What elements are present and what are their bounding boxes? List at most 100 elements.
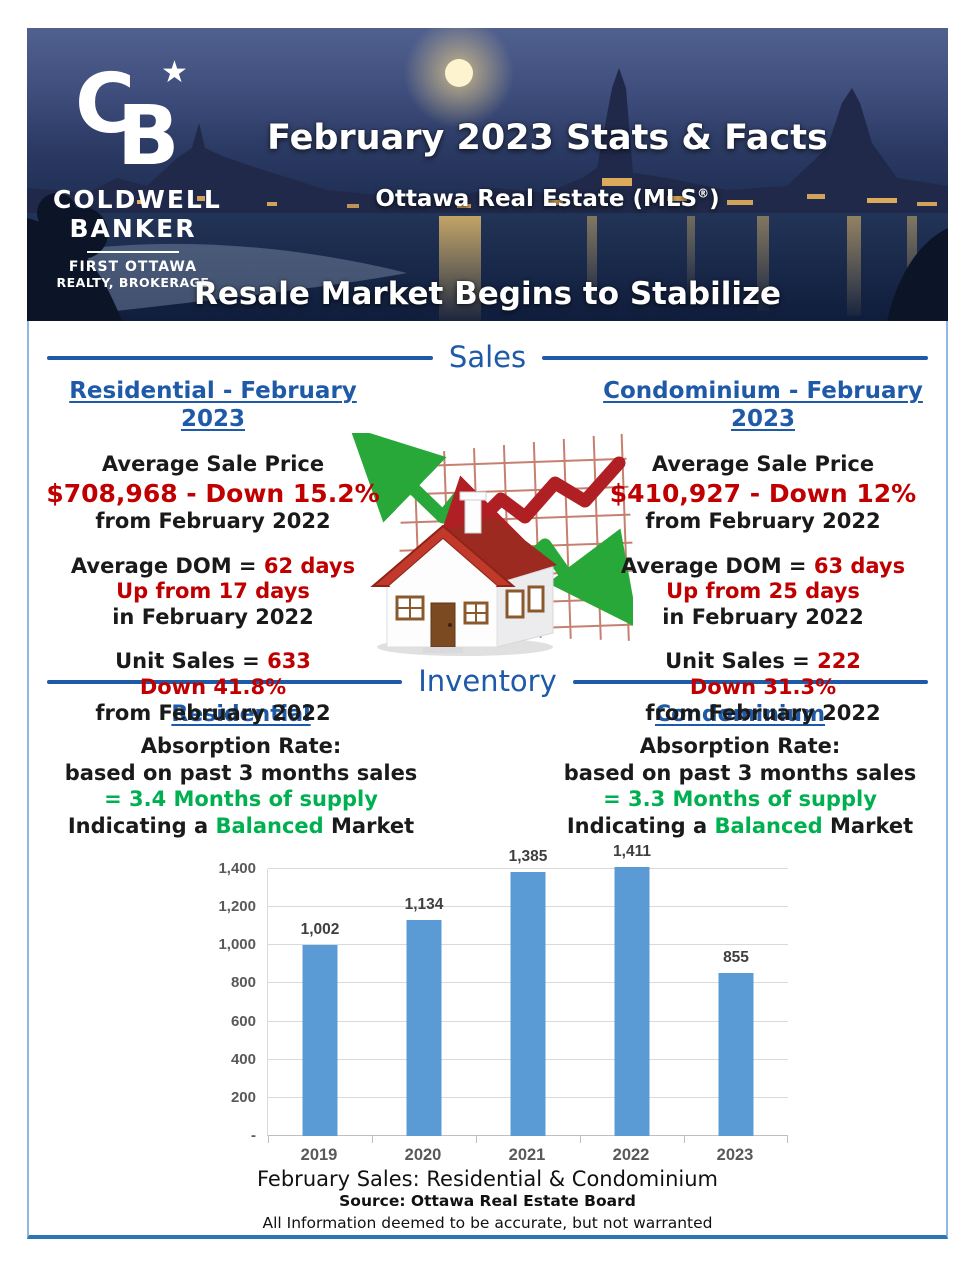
y-axis-tick-label: 1,200 (218, 898, 256, 916)
registered-mark: ® (697, 186, 710, 201)
condominium-price-block: Average Sale Price $410,927 - Down 12% f… (584, 452, 942, 534)
y-axis-tick-label: 800 (230, 974, 256, 992)
sales-columns: Residential - February 2023 Average Sale… (29, 371, 946, 726)
sales-section-divider: Sales (29, 343, 946, 372)
coldwell-banker-logo: C B ★ COLDWELL BANKER FIRST OTTAWA REALT… (53, 58, 220, 290)
sales-section-label: Sales (448, 340, 527, 374)
ottawa-night-skyline-image (27, 28, 948, 321)
house-graphic (370, 491, 557, 656)
x-axis-label: 2021 (508, 1146, 546, 1164)
chart-source: Source: Ottawa Real Estate Board (339, 1192, 636, 1210)
y-axis-tick-label: - (251, 1127, 256, 1144)
dom-change: Up from 25 days (666, 579, 860, 604)
dom-sub: in February 2022 (662, 604, 864, 629)
residential-dom-block: Average DOM = 62 days Up from 17 days in… (37, 554, 389, 631)
units-sub: from February 2022 (95, 700, 331, 725)
bar-column-2023: 855 (684, 869, 788, 1143)
bar-value-label: 1,002 (300, 920, 340, 938)
chart-caption: February Sales: Residential & Condominiu… (29, 1167, 946, 1232)
divider-rule-left (47, 679, 403, 684)
bar-value-label: 1,385 (508, 847, 548, 865)
bar-column-2022: 1,411 (580, 843, 684, 1143)
star-icon: ★ (161, 55, 188, 90)
bar-column-2021: 1,385 (476, 848, 580, 1143)
x-axis-label: 2022 (612, 1146, 650, 1164)
units-sub: from February 2022 (645, 700, 881, 725)
page-title: February 2023 Stats & Facts (267, 118, 828, 158)
price-label: Average Sale Price (651, 452, 875, 477)
price-label: Average Sale Price (101, 452, 325, 477)
chart-title: February Sales: Residential & Condominiu… (257, 1167, 718, 1191)
dom-line: Average DOM = 62 days (70, 553, 356, 578)
page-subtitle: Ottawa Real Estate (MLS®) (375, 186, 720, 212)
absorption-rate-basis: based on past 3 months sales (563, 760, 917, 785)
bar-value-label: 855 (723, 948, 749, 966)
market-indication: Indicating a Balanced Market (566, 813, 914, 838)
bar-2022 (614, 866, 650, 1136)
condominium-inventory-heading: Condominium (654, 702, 826, 727)
residential-sales-heading: Residential - February 2023 (69, 378, 357, 433)
logo-letter-c: C (75, 57, 136, 152)
y-axis-tick-label: 200 (230, 1088, 256, 1106)
condominium-sales-heading: Condominium - February 2023 (603, 378, 923, 433)
dom-change: Up from 17 days (116, 579, 310, 604)
y-axis-tick-label: 1,400 (218, 860, 256, 877)
cb-logo-mark: C B ★ (73, 58, 193, 186)
units-change: Down 31.3% (689, 675, 837, 699)
absorption-rate-label: Absorption Rate: (639, 733, 841, 758)
absorption-rate-basis: based on past 3 months sales (64, 760, 418, 785)
logo-brokerage-line1: FIRST OTTAWA (68, 258, 198, 275)
bar-column-2019: 1,002 (268, 869, 372, 1143)
y-axis-tick-label: 600 (230, 1012, 256, 1030)
divider-rule-right (542, 355, 928, 360)
residential-units-block: Unit Sales = 633 Down 41.8% from Februar… (37, 649, 389, 726)
market-indication: Indicating a Balanced Market (67, 813, 415, 838)
price-value: $708,968 - Down 15.2% (46, 478, 380, 508)
house-market-trend-clipart (349, 433, 633, 656)
residential-inventory-column: Residential Absorption Rate: based on pa… (37, 701, 445, 840)
bar-2019 (302, 944, 338, 1136)
dom-sub: in February 2022 (112, 604, 314, 629)
price-value: $410,927 - Down 12% (609, 478, 917, 508)
bar-2023 (718, 972, 754, 1136)
months-of-supply: = 3.3 Months of supply (603, 787, 877, 812)
units-line: Unit Sales = 222 (665, 649, 861, 674)
residential-price-block: Average Sale Price $708,968 - Down 15.2%… (37, 452, 389, 534)
chart-plot: 1,400 1,200 1,000 800 600 400 200 - 1,002 1,134 1,… (218, 843, 788, 1144)
inventory-section-label: Inventory (418, 664, 557, 698)
bar-2021 (510, 871, 546, 1136)
condominium-units-block: Unit Sales = 222 Down 31.3% from Februar… (584, 649, 942, 726)
condominium-dom-block: Average DOM = 63 days Up from 25 days in… (584, 554, 942, 631)
bar-value-label: 1,411 (613, 842, 651, 860)
dom-line: Average DOM = 63 days (620, 553, 906, 578)
gridline (268, 868, 788, 869)
residential-inventory-heading: Residential (171, 702, 311, 727)
inventory-section-divider: Inventory (29, 667, 946, 696)
header-photo: C B ★ COLDWELL BANKER FIRST OTTAWA REALT… (27, 28, 948, 321)
units-change: Down 41.8% (139, 675, 287, 699)
residential-sales-column: Residential - February 2023 Average Sale… (29, 371, 389, 726)
x-axis-label: 2019 (300, 1146, 338, 1164)
absorption-rate-label: Absorption Rate: (140, 733, 342, 758)
bar-value-label: 1,134 (404, 895, 444, 913)
price-sub: from February 2022 (645, 508, 881, 533)
bar-2020 (406, 919, 442, 1136)
condominium-sales-column: Condominium - February 2023 Average Sale… (584, 371, 946, 726)
logo-letter-b: B (117, 89, 180, 184)
price-sub: from February 2022 (95, 508, 331, 533)
logo-divider-rule (87, 250, 179, 253)
condominium-inventory-column: Condominium Absorption Rate: based on pa… (540, 701, 940, 840)
months-of-supply: = 3.4 Months of supply (104, 787, 378, 812)
bar-chart: 1,400 1,200 1,000 800 600 400 200 - 1,002 1,134 1,… (199, 843, 799, 1165)
divider-rule-right (572, 679, 929, 684)
units-line: Unit Sales = 633 (115, 649, 311, 674)
x-axis-label: 2020 (404, 1146, 442, 1164)
logo-brokerage-line2: REALTY, BROKERAGE (56, 274, 210, 290)
y-axis-tick-label: 1,000 (218, 936, 256, 954)
x-axis-label: 2023 (716, 1146, 754, 1164)
y-axis-tick-label: 400 (230, 1050, 256, 1068)
chart-x-axis: 2019 2020 2021 2022 2023 (267, 1146, 787, 1165)
divider-rule-left (47, 355, 433, 360)
content-box: Sales Residential - February 2023 Averag… (27, 321, 948, 1239)
